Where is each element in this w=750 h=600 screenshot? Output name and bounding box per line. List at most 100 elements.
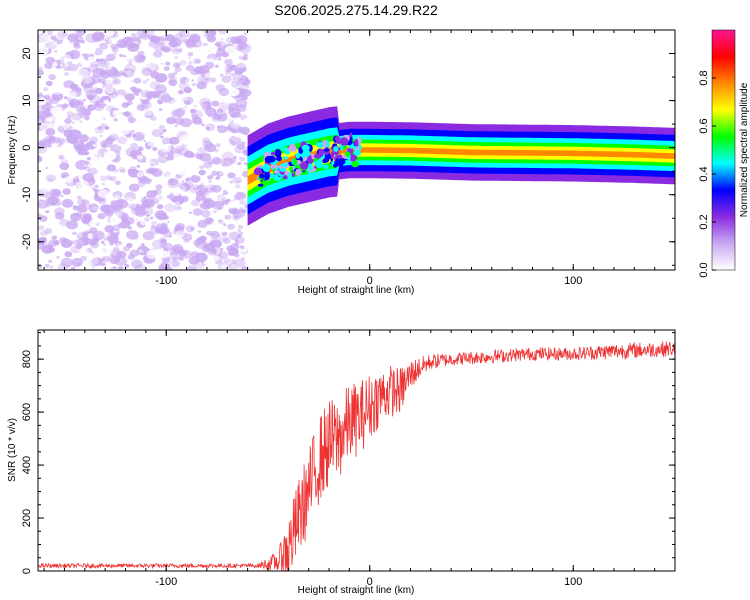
noise-blob — [137, 100, 142, 104]
noise-blob — [51, 106, 55, 109]
noise-blob — [146, 78, 150, 81]
noise-blob — [221, 157, 234, 167]
noise-blob — [160, 94, 172, 103]
noise-blob — [50, 35, 57, 40]
noise-blob — [197, 219, 208, 228]
chart-title: S206.2025.275.14.29.R22 — [274, 2, 438, 18]
noise-blob — [145, 30, 159, 36]
noise-blob — [59, 162, 70, 171]
noise-blob — [199, 103, 208, 110]
noise-blob — [176, 166, 189, 176]
noise-blob — [124, 68, 128, 71]
noise-blob — [146, 214, 150, 217]
noise-blob — [212, 110, 215, 113]
noise-blob — [106, 53, 116, 62]
noise-blob — [130, 198, 134, 202]
noise-blob — [202, 243, 207, 247]
noise-blob — [234, 239, 239, 243]
noise-blob — [94, 64, 99, 67]
noise-blob — [38, 184, 48, 194]
noise-blob — [136, 165, 141, 168]
noise-blob — [78, 134, 89, 143]
noise-blob — [54, 207, 65, 216]
noise-blob — [221, 231, 228, 237]
colorbar-ticks: 0.0 0.2 0.4 0.6 0.8 — [698, 29, 736, 278]
noise-blob — [202, 182, 211, 189]
transition-blob — [322, 158, 328, 164]
noise-blob — [120, 111, 125, 115]
noise-blob — [153, 41, 166, 52]
noise-blob — [89, 136, 99, 144]
noise-blob — [100, 58, 103, 62]
noise-blob — [46, 170, 59, 180]
noise-blob — [169, 136, 180, 145]
noise-blob — [76, 62, 83, 68]
noise-blob — [235, 44, 245, 51]
noise-blob — [163, 66, 170, 71]
noise-blob — [205, 121, 209, 125]
noise-blob — [51, 189, 61, 196]
noise-blob — [62, 188, 71, 195]
noise-blob — [52, 239, 60, 246]
noise-blob — [84, 151, 90, 156]
noise-blob — [211, 248, 217, 253]
noise-blob — [187, 52, 194, 57]
noise-blob — [177, 89, 184, 95]
transition-blob — [270, 164, 278, 169]
transition-blob — [300, 161, 309, 170]
noise-blob — [178, 81, 190, 90]
noise-blob — [222, 237, 231, 244]
transition-blob — [291, 172, 295, 177]
noise-blob — [215, 176, 220, 180]
noise-blob — [45, 80, 53, 87]
noise-blob — [243, 117, 252, 125]
noise-blob — [167, 267, 173, 270]
transition-blob — [302, 149, 311, 157]
noise-blob — [147, 62, 157, 71]
transition-blob — [284, 170, 290, 176]
noise-blob — [98, 221, 106, 227]
noise-blob — [203, 161, 213, 169]
transition-blob — [339, 137, 349, 146]
noise-blob — [85, 247, 93, 253]
noise-blob — [138, 249, 144, 254]
noise-blob — [151, 128, 163, 138]
noise-blob — [132, 131, 145, 142]
noise-blob — [150, 216, 154, 220]
noise-blob — [229, 180, 234, 184]
noise-blob — [226, 198, 231, 202]
noise-blob — [238, 55, 244, 60]
noise-blob — [151, 190, 159, 195]
noise-blob — [141, 211, 146, 215]
noise-blob — [99, 69, 107, 76]
noise-blob — [151, 225, 155, 229]
noise-blob — [186, 265, 197, 270]
noise-blob — [46, 47, 49, 50]
noise-blob — [178, 114, 182, 117]
noise-blob — [199, 33, 206, 38]
noise-blob — [82, 44, 96, 55]
transition-blob — [253, 168, 262, 175]
colorbar-tick-label: 0.0 — [698, 262, 710, 277]
noise-blob — [188, 191, 195, 196]
noise-blob — [140, 90, 151, 98]
noise-blob — [124, 111, 133, 118]
noise-blob — [88, 94, 101, 104]
noise-blob — [197, 230, 202, 233]
noise-blob — [129, 206, 133, 209]
noise-blob — [45, 56, 55, 65]
noise-blob — [45, 202, 52, 208]
spectrogram-heatmap — [38, 30, 675, 270]
transition-blob — [257, 183, 264, 187]
transition-blob — [295, 152, 301, 159]
noise-blob — [160, 62, 164, 65]
noise-blob — [87, 203, 99, 212]
noise-blob — [71, 112, 82, 121]
noise-blob — [239, 77, 244, 81]
noise-blob — [67, 33, 79, 42]
noise-blob — [106, 105, 115, 112]
noise-blob — [227, 188, 237, 196]
noise-blob — [222, 157, 233, 166]
snr-plot-area — [38, 330, 675, 571]
